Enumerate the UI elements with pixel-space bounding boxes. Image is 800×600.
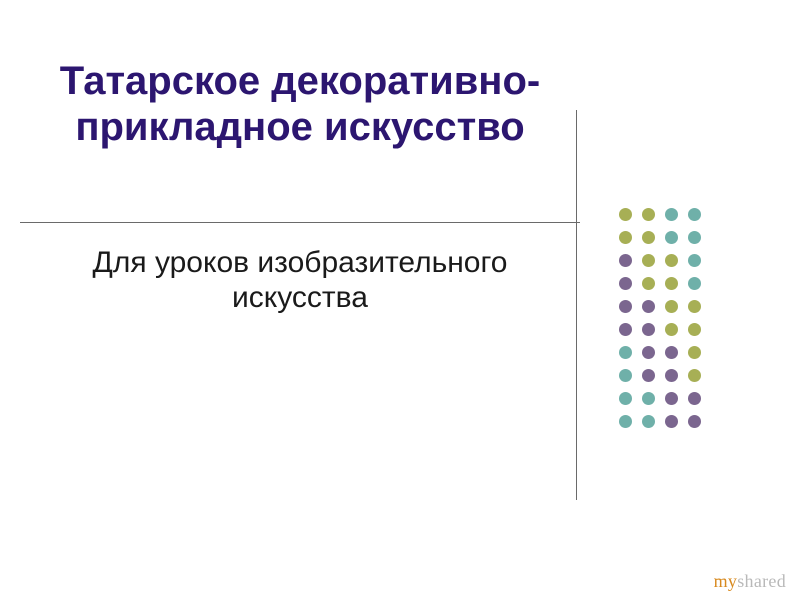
dot xyxy=(619,254,632,267)
dot-row xyxy=(619,346,701,359)
dot xyxy=(688,346,701,359)
slide: Татарское декоративно-прикладное искусст… xyxy=(0,0,800,600)
dot xyxy=(642,369,655,382)
dot xyxy=(642,254,655,267)
dot xyxy=(688,254,701,267)
dot-row xyxy=(619,369,701,382)
dot xyxy=(619,277,632,290)
dot xyxy=(665,254,678,267)
slide-subtitle: Для уроков изобразительного искусства xyxy=(60,245,540,316)
dot xyxy=(665,392,678,405)
dot xyxy=(642,415,655,428)
dot xyxy=(688,415,701,428)
dot xyxy=(688,208,701,221)
dot-row xyxy=(619,277,701,290)
dot xyxy=(688,392,701,405)
dot xyxy=(619,415,632,428)
dot xyxy=(619,323,632,336)
dot xyxy=(665,415,678,428)
dot xyxy=(619,369,632,382)
dot xyxy=(619,392,632,405)
dot xyxy=(665,346,678,359)
dot xyxy=(665,231,678,244)
horizontal-divider xyxy=(20,222,580,223)
dot xyxy=(665,369,678,382)
dot xyxy=(642,392,655,405)
dot xyxy=(688,323,701,336)
dot xyxy=(619,208,632,221)
slide-title: Татарское декоративно-прикладное искусст… xyxy=(40,58,560,150)
dot-row xyxy=(619,208,701,221)
dot-row xyxy=(619,392,701,405)
watermark-suffix: shared xyxy=(737,571,786,591)
dot-row xyxy=(619,323,701,336)
dot xyxy=(665,208,678,221)
dot xyxy=(642,346,655,359)
dot xyxy=(619,231,632,244)
dot-row xyxy=(619,231,701,244)
dot xyxy=(619,300,632,313)
watermark-prefix: my xyxy=(714,571,738,591)
dot xyxy=(619,346,632,359)
dot-row xyxy=(619,300,701,313)
dot xyxy=(665,277,678,290)
dot xyxy=(642,300,655,313)
dot xyxy=(665,323,678,336)
watermark: myshared xyxy=(714,571,786,592)
dot-pattern xyxy=(619,208,701,428)
dot xyxy=(642,208,655,221)
dot xyxy=(642,323,655,336)
dot-row xyxy=(619,415,701,428)
dot-row xyxy=(619,254,701,267)
dot xyxy=(688,369,701,382)
dot xyxy=(642,277,655,290)
dot xyxy=(665,300,678,313)
dot xyxy=(642,231,655,244)
dot xyxy=(688,300,701,313)
dot xyxy=(688,231,701,244)
dot xyxy=(688,277,701,290)
vertical-divider xyxy=(576,110,577,500)
